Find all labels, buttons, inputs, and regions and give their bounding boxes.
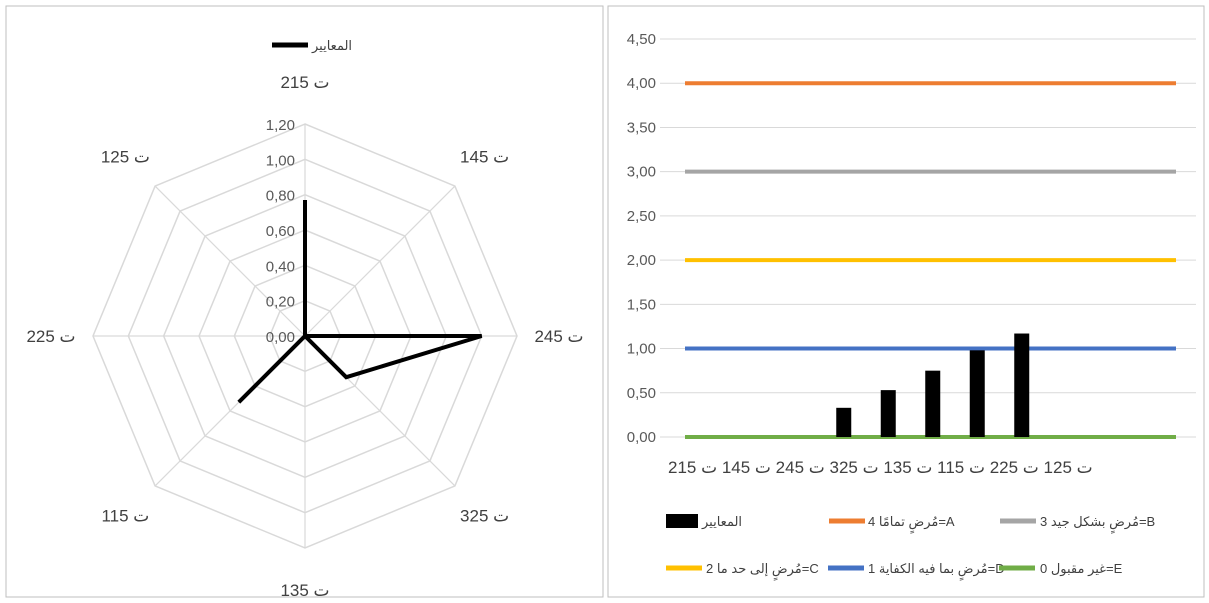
radar-series-line	[237, 199, 483, 404]
bar-y-tick-label: 3,00	[627, 164, 656, 181]
bar-y-tick-label: 4,50	[627, 31, 656, 48]
bar	[880, 390, 896, 437]
bar-y-tick-label: 2,50	[627, 208, 656, 225]
bar	[925, 370, 941, 437]
radar-category-label: ت 115	[101, 507, 149, 526]
radar-category-label: ت 225	[26, 327, 75, 346]
bar-y-tick-label: 1,50	[627, 296, 656, 313]
radar-category-label: ت 135	[280, 581, 329, 600]
radar-category-label: ت 245	[534, 327, 583, 346]
radar-tick-label: 0,60	[266, 223, 295, 240]
bar-y-tick-label: 2,00	[627, 252, 656, 269]
legend-label: المعايير	[701, 514, 742, 530]
x-axis-category-labels: ت 125 ت 225 ت 115 ت 135 ت 325 ت 245 ت 14…	[668, 458, 1093, 477]
radar-category-label: ت 215	[280, 73, 329, 92]
radar-tick-label: 1,00	[266, 152, 295, 169]
radar-legend-label: المعايير	[311, 38, 352, 54]
bar-line-chart: 0,00 0,50 1,00 1,50 2,00 2,50 3,00 3,50 4,00 4,50…	[627, 31, 1196, 581]
bar-y-tick-label: 4,00	[627, 75, 656, 92]
radar-category-label: ت 325	[460, 507, 509, 526]
radar-category-label: ت 145	[460, 147, 509, 166]
bar	[1014, 333, 1030, 437]
bar-y-tick-label: 3,50	[627, 119, 656, 136]
bar-y-tick-label: 0,00	[627, 429, 656, 446]
legend-swatch	[666, 514, 698, 528]
bar	[836, 407, 852, 437]
legend-label: غير مقبول 0=E	[1040, 561, 1123, 577]
radar-tick-label: 0,00	[266, 329, 295, 346]
radar-tick-label: 0,40	[266, 258, 295, 275]
bar-chart-panel	[607, 5, 1205, 598]
radar-tick-label: 0,80	[266, 188, 295, 205]
radar-chart: 0,00 0,20 0,40 0,60 0,80 1,00 1,20 ت 215 ت 145 ت …	[26, 38, 583, 600]
bar	[969, 350, 985, 437]
radar-tick-label: 0,20	[266, 294, 295, 311]
radar-spoke	[154, 185, 306, 337]
bar-y-tick-label: 1,00	[627, 341, 656, 358]
bar-y-tick-label: 0,50	[627, 385, 656, 402]
radar-category-label: ت 125	[101, 147, 150, 166]
radar-spoke	[304, 185, 456, 337]
radar-tick-label: 1,20	[266, 117, 295, 134]
